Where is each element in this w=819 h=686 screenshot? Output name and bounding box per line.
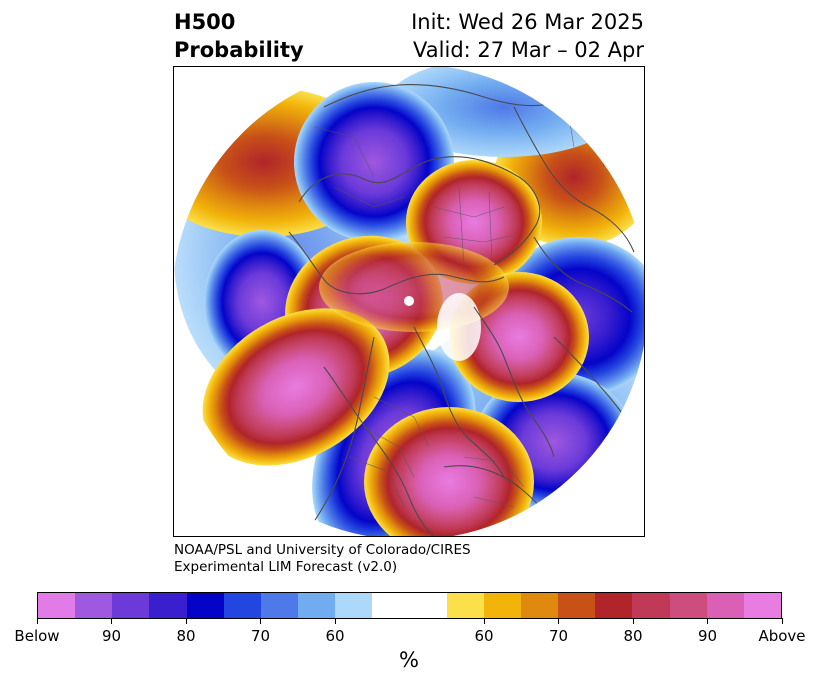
colorbar-tick: [334, 618, 336, 624]
colorbar-tick-label: 60: [325, 627, 345, 645]
colorbar-below-segment: [112, 593, 150, 618]
colorbar-tick-label: Below: [14, 627, 60, 645]
credit-line-2: Experimental LIM Forecast (v2.0): [174, 559, 398, 575]
colorbar-below-segment: [38, 593, 76, 618]
north-pole-marker: [404, 296, 414, 306]
colorbar-neutral-segment: [372, 593, 447, 618]
polar-map: [174, 67, 644, 536]
chart-title-left: H500 Probability: [174, 8, 304, 64]
colorbar-tick-label: 90: [101, 627, 122, 645]
colorbar-tick: [707, 618, 708, 624]
colorbar-below-segment: [335, 593, 373, 618]
colorbar-tick: [260, 618, 261, 624]
colorbar-tick-label: 70: [250, 627, 271, 645]
colorbar-tick-label: 90: [697, 627, 718, 645]
colorbar-above-segment: [632, 593, 670, 618]
colorbar-below-segment: [75, 593, 113, 618]
colorbar-tick-label: 70: [548, 627, 569, 645]
colorbar-tick: [36, 618, 38, 624]
colorbar-tick-label: 60: [474, 627, 494, 645]
colorbar-tick: [483, 618, 485, 624]
colorbar-above-segment: [743, 593, 782, 618]
colorbar: [37, 592, 782, 619]
probability-field: [174, 67, 644, 536]
colorbar-below-segment: [186, 593, 224, 618]
colorbar-below-segment: [260, 593, 299, 618]
title-quantity: Probability: [174, 38, 304, 62]
colorbar-above-segment: [595, 593, 633, 618]
colorbar-tick: [558, 618, 559, 624]
colorbar-above-segment: [706, 593, 744, 618]
colorbar-above-segment: [446, 593, 484, 618]
colorbar-tick-label: 80: [623, 627, 643, 645]
colorbar-tick: [632, 618, 634, 624]
colorbar-above-segment: [483, 593, 522, 618]
valid-range: Valid: 27 Mar – 02 Apr: [413, 38, 644, 62]
colorbar-tick-label: Above: [758, 627, 806, 645]
colorbar-below-segment: [298, 593, 336, 618]
colorbar-above-segment: [558, 593, 596, 618]
colorbar-below-segment: [149, 593, 187, 618]
init-date: Init: Wed 26 Mar 2025: [411, 10, 644, 34]
colorbar-above-segment: [669, 593, 707, 618]
colorbar-tick: [111, 618, 112, 624]
colorbar-tick-label: 80: [176, 627, 196, 645]
map-frame: [173, 66, 645, 537]
colorbar-unit: %: [399, 648, 419, 672]
credit: NOAA/PSL and University of Colorado/CIRE…: [174, 542, 471, 576]
colorbar-tick: [185, 618, 187, 624]
title-variable: H500: [174, 10, 236, 34]
colorbar-below-segment: [223, 593, 261, 618]
colorbar-tick: [781, 618, 783, 624]
credit-line-1: NOAA/PSL and University of Colorado/CIRE…: [174, 542, 471, 558]
colorbar-above-segment: [521, 593, 559, 618]
chart-title-right: Init: Wed 26 Mar 2025 Valid: 27 Mar – 02…: [411, 8, 644, 64]
